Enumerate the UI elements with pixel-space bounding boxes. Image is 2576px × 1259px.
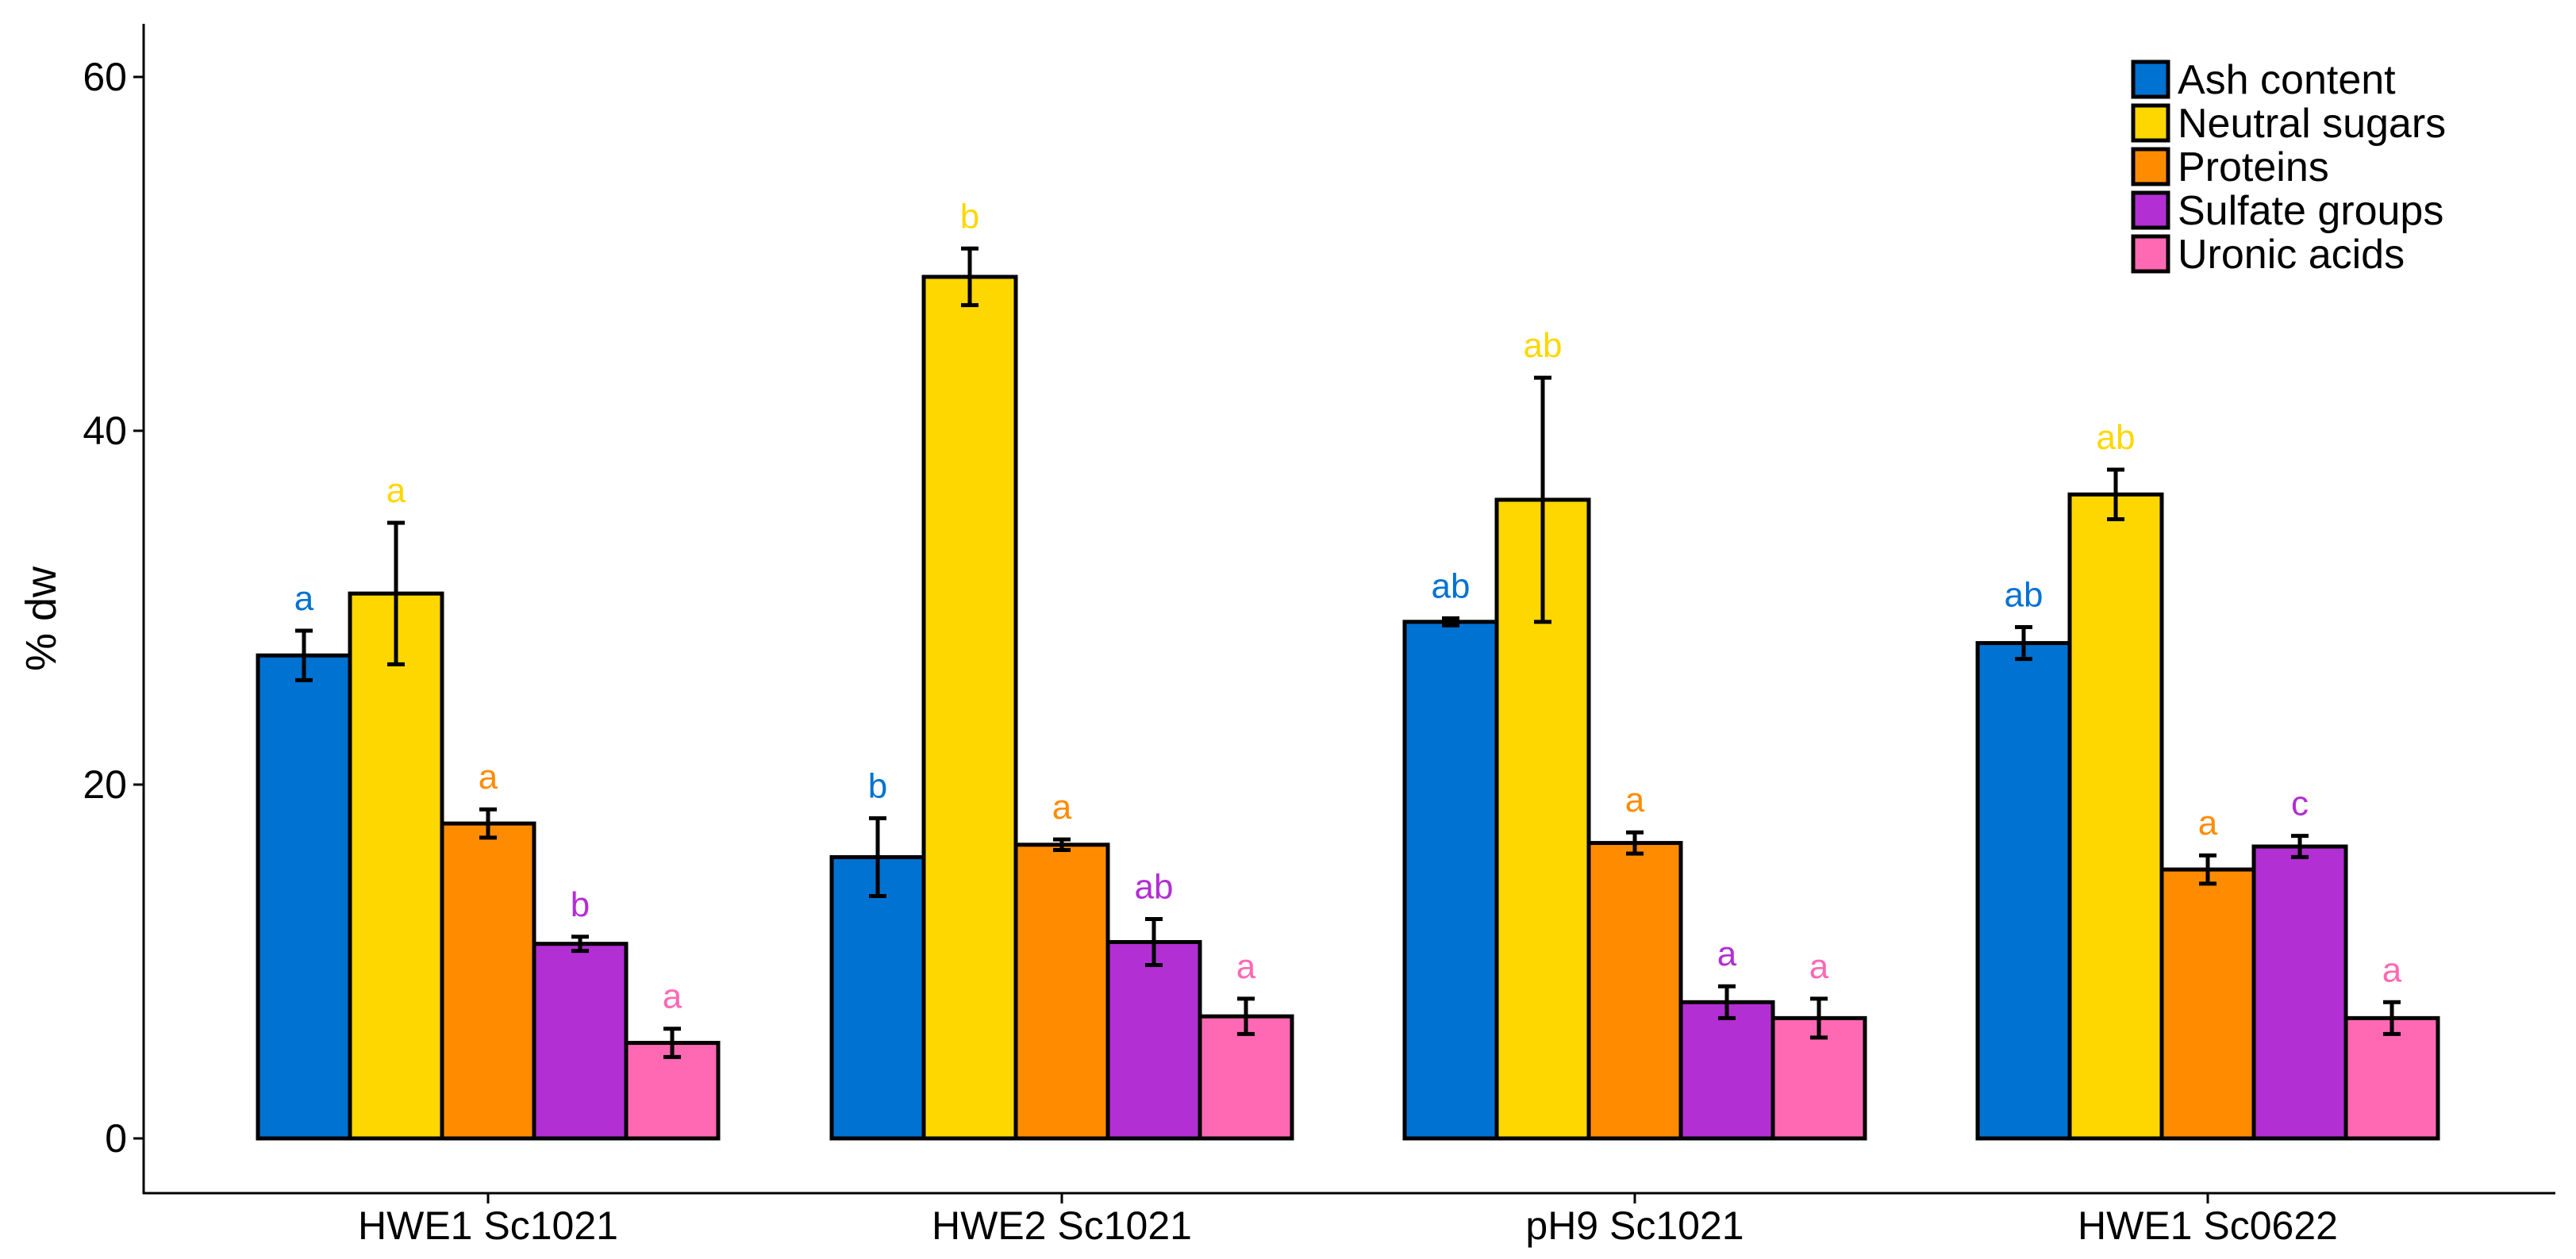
error-bar-hwe2-sc1021-proteins: [1053, 837, 1071, 853]
significance-label-hwe2-sc1021-sulfate-groups: ab: [1135, 867, 1174, 906]
significance-label-hwe1-sc1021-uronic-acids: a: [663, 977, 682, 1016]
significance-label-hwe1-sc0622-ash-content: ab: [2005, 576, 2043, 615]
significance-label-hwe2-sc1021-ash-content: b: [868, 766, 887, 805]
legend-item-uronic-acids: Uronic acids: [2131, 232, 2405, 278]
error-bars: [295, 246, 2401, 1059]
error-bar-hwe1-sc1021-ash-content: [295, 628, 313, 682]
error-bar-hwe1-sc1021-proteins: [479, 807, 497, 840]
significance-label-hwe1-sc0622-neutral-sugars: ab: [2097, 418, 2136, 457]
bars: [256, 274, 2440, 1141]
bar-hwe1-sc0622-ash-content: [1975, 641, 2072, 1141]
legend-item-ash-content: Ash content: [2131, 57, 2396, 103]
legend-swatch-uronic-acids: [2131, 234, 2170, 274]
bar-hwe1-sc1021-neutral-sugars: [348, 591, 444, 1141]
legend-label-proteins: Proteins: [2178, 144, 2329, 190]
legend-swatch-ash-content: [2131, 59, 2170, 99]
legend-label-uronic-acids: Uronic acids: [2178, 232, 2405, 278]
error-bar-hwe1-sc0622-neutral-sugars: [2107, 467, 2124, 521]
x-tick-label-ph9-sc1021: pH9 Sc1021: [1525, 1203, 1744, 1248]
error-bar-ph9-sc1021-proteins: [1626, 830, 1644, 856]
axis-ticks: 0 20 40 60 HWE1 Sc1021 HWE2 Sc1021 pH9 Sc1021 H…: [83, 55, 2338, 1248]
error-bar-hwe1-sc0622-sulfate-groups: [2291, 834, 2309, 859]
bar-hwe1-sc0622-proteins: [2159, 867, 2256, 1141]
error-bar-hwe2-sc1021-neutral-sugars: [961, 246, 978, 308]
significance-label-hwe1-sc1021-neutral-sugars: a: [386, 471, 406, 510]
bar-hwe2-sc1021-uronic-acids: [1198, 1014, 1294, 1141]
significance-label-ph9-sc1021-neutral-sugars: ab: [1524, 326, 1563, 365]
y-tick-label-20: 20: [83, 762, 127, 807]
error-bar-hwe1-sc1021-sulfate-groups: [571, 935, 589, 954]
significance-label-ph9-sc1021-ash-content: ab: [1432, 566, 1471, 605]
error-bar-ph9-sc1021-sulfate-groups: [1718, 984, 1736, 1020]
significance-label-hwe1-sc1021-sulfate-groups: b: [571, 885, 590, 924]
bar-hwe2-sc1021-neutral-sugars: [921, 274, 1018, 1141]
significance-label-ph9-sc1021-sulfate-groups: a: [1717, 935, 1737, 973]
error-bar-hwe1-sc1021-neutral-sugars: [387, 520, 405, 666]
y-tick-label-60: 60: [83, 55, 127, 99]
error-bar-hwe1-sc0622-ash-content: [2015, 625, 2032, 662]
significance-label-hwe1-sc0622-uronic-acids: a: [2382, 950, 2402, 989]
bar-hwe1-sc1021-ash-content: [256, 653, 352, 1141]
bar-hwe2-sc1021-ash-content: [829, 854, 926, 1141]
y-tick-label-40: 40: [83, 409, 127, 453]
error-bar-hwe2-sc1021-sulfate-groups: [1145, 916, 1163, 967]
legend-item-proteins: Proteins: [2131, 144, 2329, 190]
bar-ph9-sc1021-ash-content: [1402, 620, 1499, 1141]
error-bar-hwe2-sc1021-uronic-acids: [1237, 996, 1255, 1036]
bar-hwe1-sc1021-proteins: [440, 821, 536, 1141]
error-bar-ph9-sc1021-neutral-sugars: [1534, 375, 1551, 624]
x-tick-label-hwe2-sc1021: HWE2 Sc1021: [932, 1203, 1192, 1248]
significance-label-hwe2-sc1021-proteins: a: [1052, 788, 1072, 827]
legend-item-sulfate-groups: Sulfate groups: [2131, 188, 2443, 234]
legend-swatch-neutral-sugars: [2131, 103, 2170, 143]
significance-label-hwe1-sc1021-ash-content: a: [294, 579, 314, 618]
bar-ph9-sc1021-proteins: [1586, 841, 1683, 1141]
error-bar-ph9-sc1021-uronic-acids: [1810, 996, 1828, 1040]
y-axis-title: % dw: [17, 566, 65, 671]
legend-swatch-sulfate-groups: [2131, 190, 2170, 230]
x-tick-label-hwe1-sc0622: HWE1 Sc0622: [2078, 1203, 2338, 1248]
error-bar-hwe2-sc1021-ash-content: [869, 816, 886, 898]
significance-label-hwe2-sc1021-uronic-acids: a: [1236, 947, 1256, 986]
axes: % dw: [17, 24, 2555, 1195]
error-bar-hwe1-sc0622-proteins: [2199, 853, 2217, 886]
error-bar-hwe1-sc1021-uronic-acids: [663, 1027, 681, 1059]
legend-label-ash-content: Ash content: [2178, 57, 2396, 103]
significance-label-ph9-sc1021-proteins: a: [1625, 781, 1645, 820]
significance-label-ph9-sc1021-uronic-acids: a: [1809, 947, 1829, 986]
bar-hwe1-sc0622-neutral-sugars: [2067, 492, 2164, 1141]
significance-label-hwe2-sc1021-neutral-sugars: b: [960, 197, 979, 236]
legend-label-neutral-sugars: Neutral sugars: [2178, 101, 2446, 147]
bar-hwe2-sc1021-sulfate-groups: [1105, 939, 1202, 1141]
legend-item-neutral-sugars: Neutral sugars: [2131, 101, 2446, 147]
bar-ph9-sc1021-sulfate-groups: [1678, 1000, 1775, 1141]
error-bar-ph9-sc1021-ash-content: [1442, 616, 1459, 628]
x-tick-label-hwe1-sc1021: HWE1 Sc1021: [358, 1203, 618, 1248]
bar-hwe1-sc0622-sulfate-groups: [2251, 844, 2348, 1141]
significance-label-hwe1-sc0622-sulfate-groups: c: [2291, 785, 2309, 823]
bar-ph9-sc1021-uronic-acids: [1771, 1015, 1867, 1141]
y-tick-label-0: 0: [105, 1116, 127, 1161]
bar-hwe1-sc0622-uronic-acids: [2343, 1015, 2440, 1141]
error-bar-hwe1-sc0622-uronic-acids: [2383, 1000, 2401, 1036]
legend-swatch-proteins: [2131, 147, 2170, 186]
bar-hwe2-sc1021-proteins: [1013, 843, 1110, 1141]
bar-hwe1-sc1021-sulfate-groups: [532, 942, 629, 1141]
significance-label-hwe1-sc0622-proteins: a: [2198, 804, 2218, 843]
significance-label-hwe1-sc1021-proteins: a: [479, 758, 498, 796]
legend-label-sulfate-groups: Sulfate groups: [2178, 188, 2443, 234]
